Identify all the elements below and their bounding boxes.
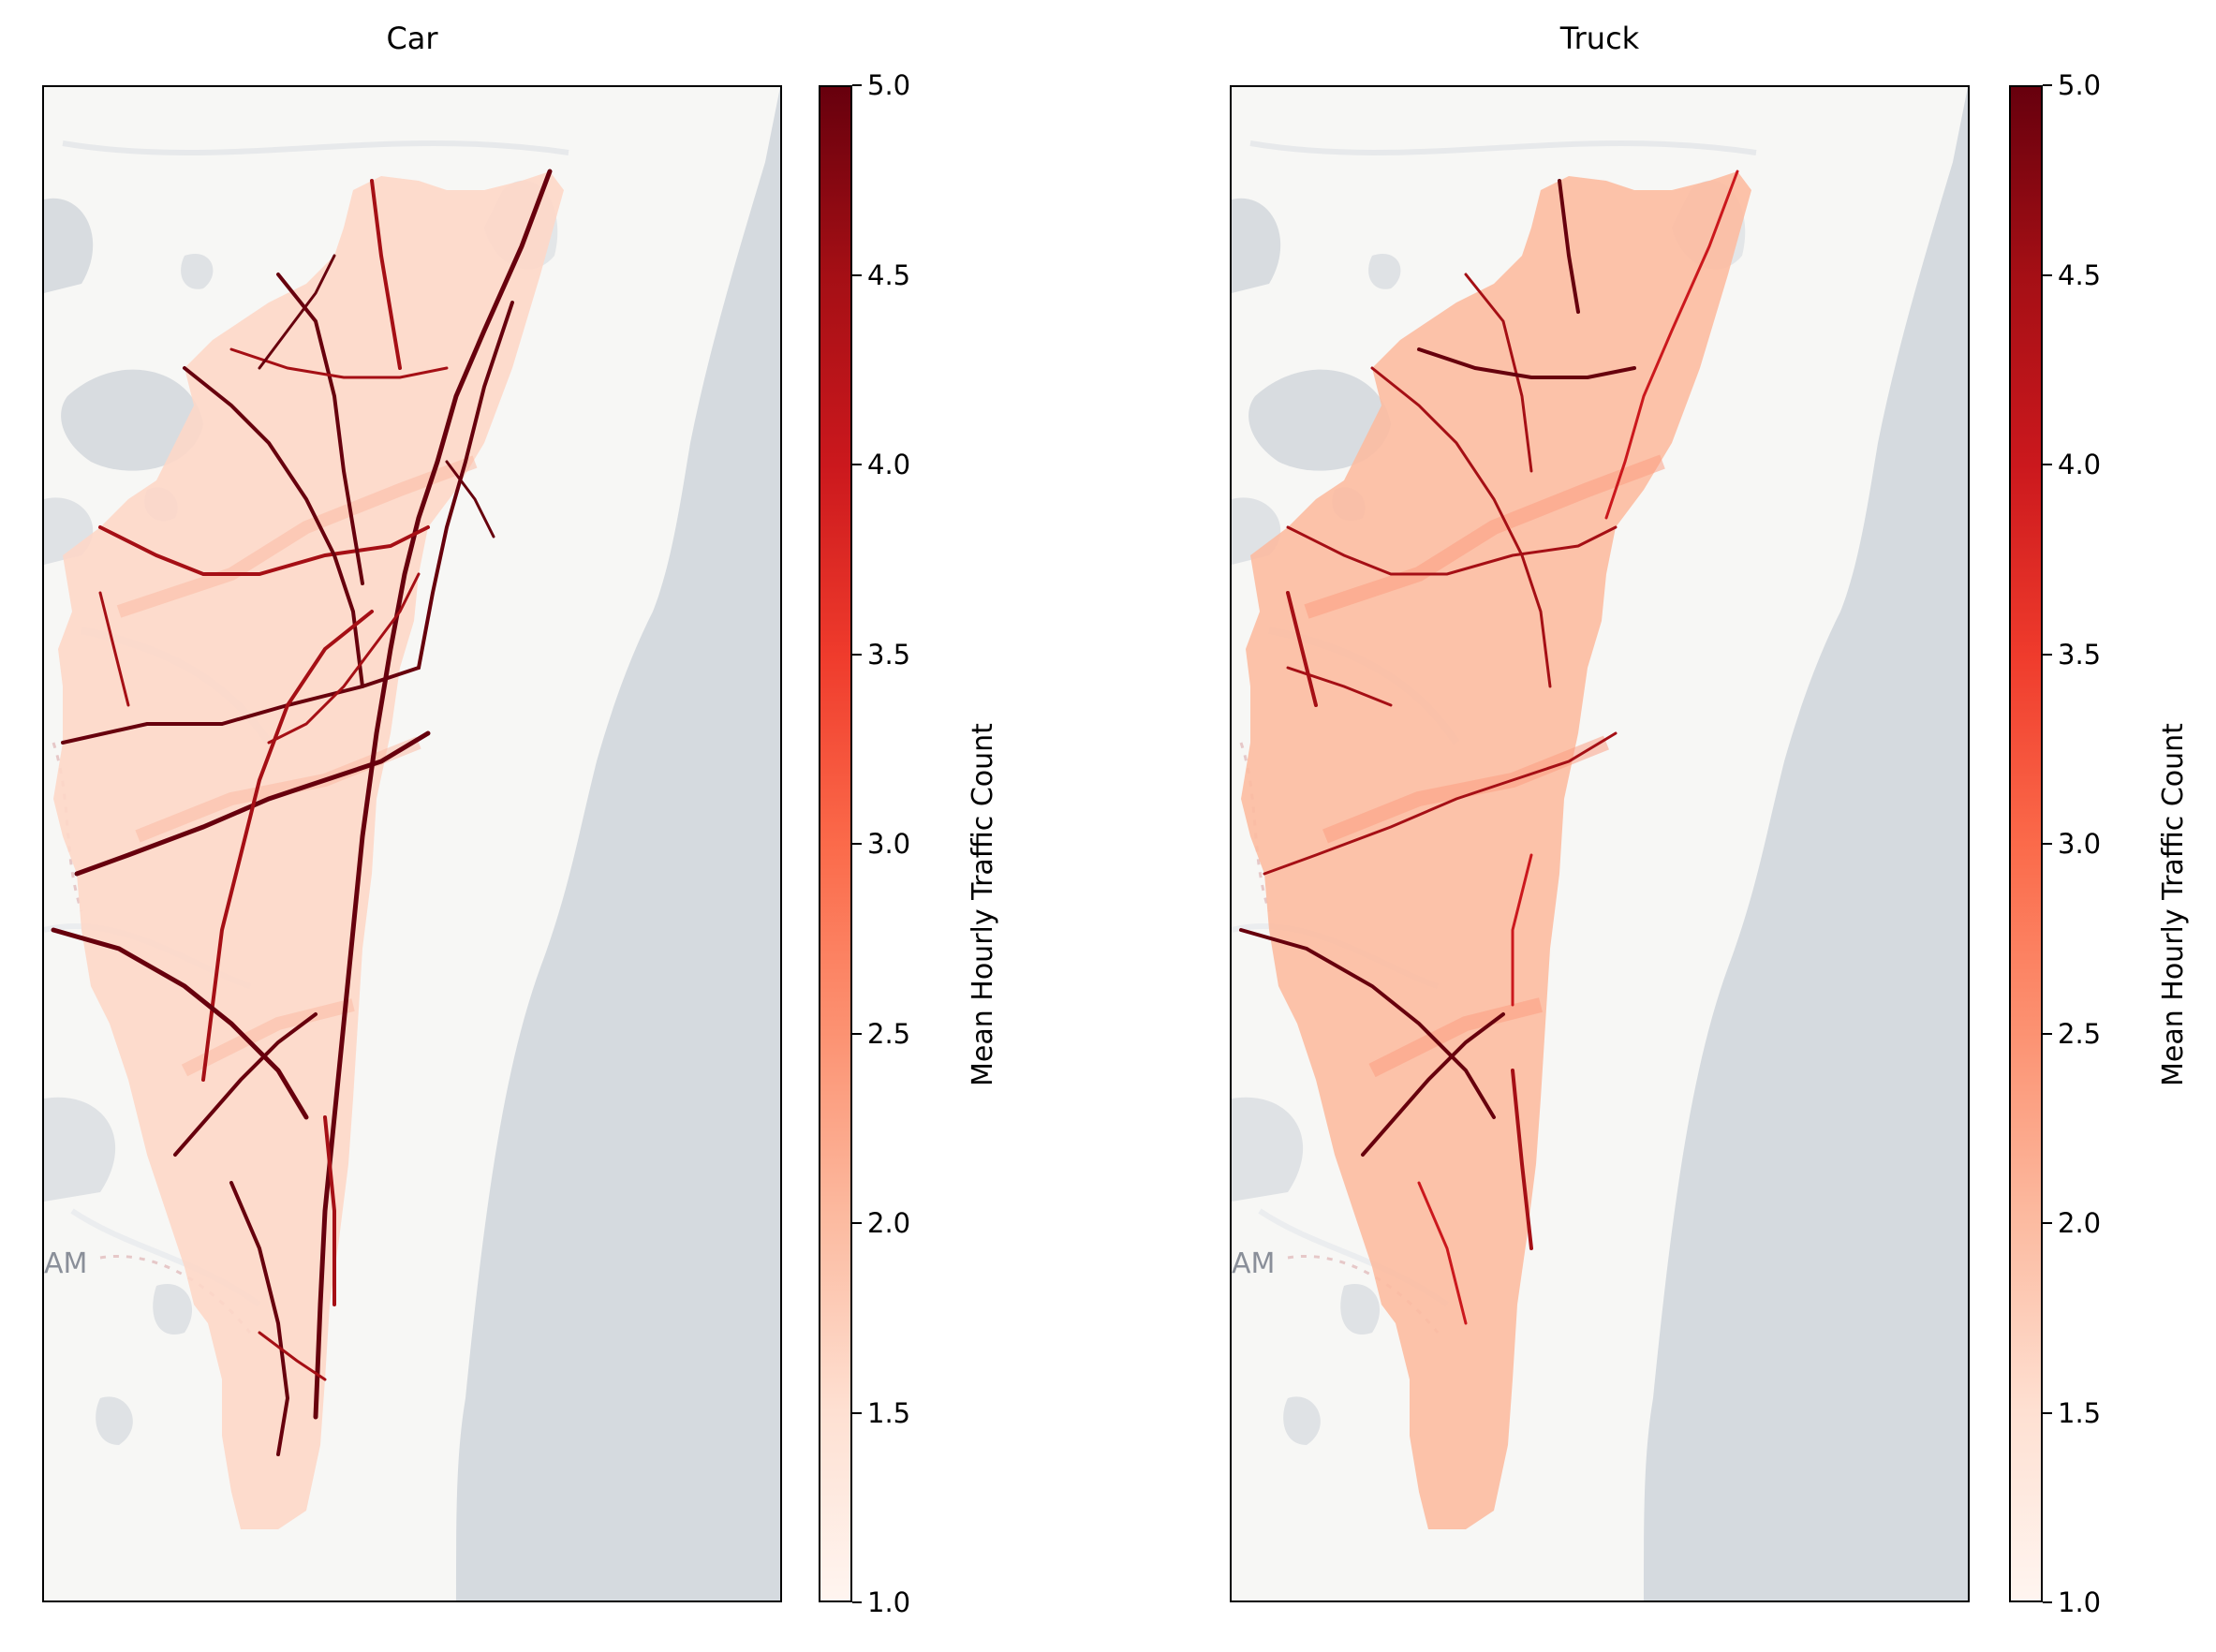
colorbar-tick-label: 3.5 bbox=[2058, 638, 2102, 671]
colorbar-label-car: Mean Hourly Traffic Count bbox=[967, 723, 999, 1086]
colorbar-tick bbox=[2043, 464, 2052, 465]
colorbar-tick-label: 5.0 bbox=[867, 69, 911, 101]
colorbar-tick-label: 1.5 bbox=[2058, 1396, 2102, 1429]
colorbar-tick-label: 1.0 bbox=[867, 1586, 911, 1618]
colorbar-tick bbox=[852, 843, 862, 845]
colorbar-tick-label: 2.0 bbox=[2058, 1207, 2102, 1239]
colorbar-tick-label: 1.0 bbox=[2058, 1586, 2102, 1618]
colorbar-car bbox=[819, 85, 852, 1602]
map-place-label: AM bbox=[1232, 1247, 1275, 1280]
colorbar-tick-label: 1.5 bbox=[867, 1396, 911, 1429]
map-car-svg: AM bbox=[44, 87, 780, 1600]
colorbar-tick bbox=[852, 1222, 862, 1224]
sea bbox=[1644, 87, 1968, 1600]
colorbar-tick-label: 4.0 bbox=[867, 449, 911, 480]
sea bbox=[456, 87, 780, 1600]
colorbar-tick bbox=[852, 653, 862, 656]
colorbar-tick bbox=[852, 464, 862, 465]
traffic-roads-truck bbox=[1239, 170, 1739, 1325]
map-place-label: AM bbox=[44, 1247, 87, 1280]
colorbar-tick bbox=[2043, 1032, 2052, 1035]
panel-title-car: Car bbox=[386, 21, 438, 56]
colorbar-tick-label: 3.5 bbox=[867, 638, 911, 671]
colorbar-tick-label: 4.5 bbox=[867, 258, 911, 291]
traffic-roads-car bbox=[51, 169, 553, 1456]
colorbar-tick bbox=[2043, 1601, 2052, 1603]
colorbar-tick-label: 4.0 bbox=[2058, 449, 2102, 480]
colorbar-tick bbox=[2043, 843, 2052, 845]
traffic-region-truck bbox=[1241, 171, 1751, 1529]
colorbar-tick bbox=[2043, 653, 2052, 656]
colorbar-tick bbox=[2043, 1222, 2052, 1224]
colorbar-tick bbox=[852, 1411, 862, 1414]
map-truck-svg: AM bbox=[1232, 87, 1968, 1600]
map-car[interactable]: AM bbox=[42, 85, 782, 1602]
colorbar-tick-label: 2.5 bbox=[2058, 1017, 2102, 1050]
colorbar-tick bbox=[2043, 273, 2052, 276]
colorbar-tick-label: 2.0 bbox=[867, 1207, 911, 1239]
colorbar-tick bbox=[852, 273, 862, 276]
colorbar-tick-label: 3.0 bbox=[867, 828, 911, 860]
colorbar-tick-label: 4.5 bbox=[2058, 258, 2102, 291]
panel-title-truck: Truck bbox=[1559, 21, 1640, 56]
colorbar-tick bbox=[2043, 1411, 2052, 1414]
colorbar-tick bbox=[852, 1601, 862, 1603]
colorbar-label-truck: Mean Hourly Traffic Count bbox=[2157, 723, 2190, 1086]
colorbar-tick bbox=[852, 1032, 862, 1035]
colorbar-tick-label: 3.0 bbox=[2058, 828, 2102, 860]
colorbar-tick bbox=[2043, 84, 2052, 86]
colorbar-tick-label: 2.5 bbox=[867, 1017, 911, 1050]
colorbar-tick bbox=[852, 84, 862, 86]
map-truck[interactable]: AM bbox=[1230, 85, 1970, 1602]
colorbar-truck bbox=[2009, 85, 2043, 1602]
colorbar-tick-label: 5.0 bbox=[2058, 69, 2102, 101]
